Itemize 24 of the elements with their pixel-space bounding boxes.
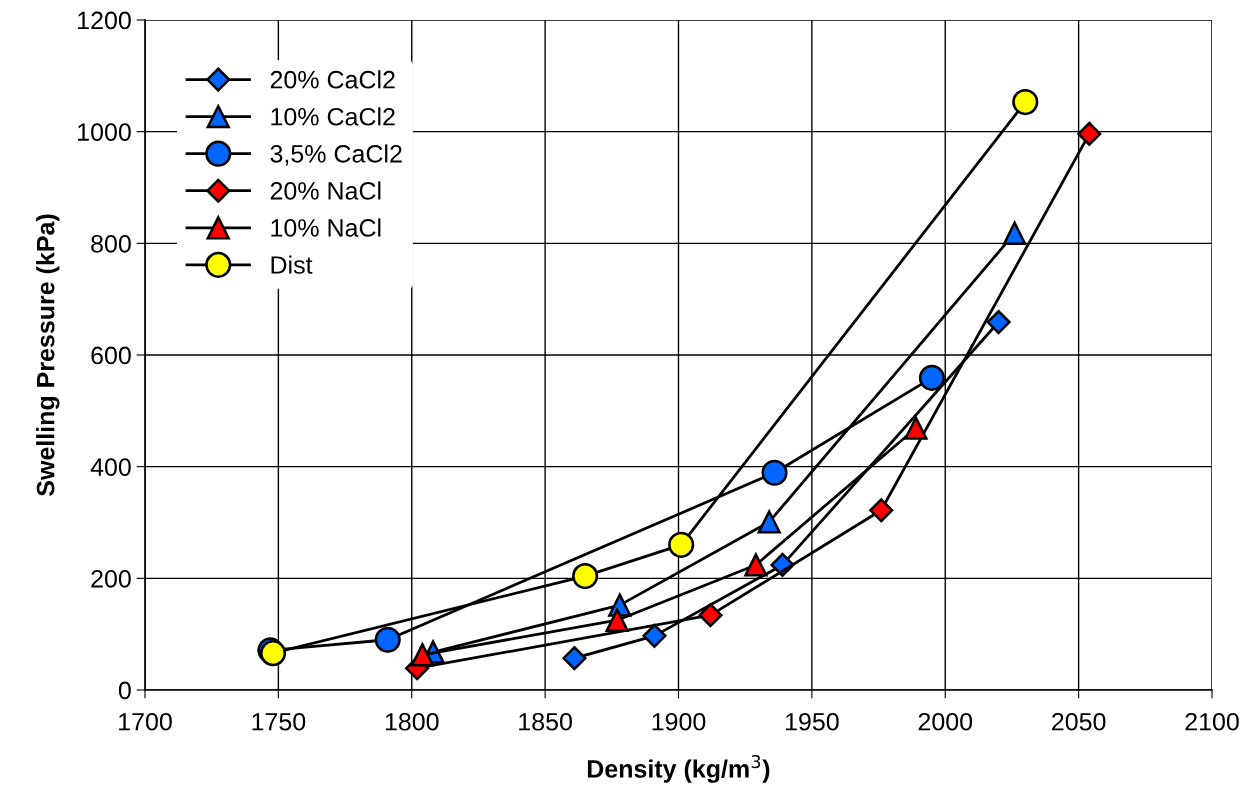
y-tick-label: 600	[91, 346, 131, 365]
x-tick-label: 2100	[1185, 712, 1239, 731]
x-tick-label: 1750	[252, 712, 306, 731]
y-tick-label: 800	[91, 234, 131, 253]
legend-label: 20% NaCl	[270, 181, 381, 200]
y-tick-label: 200	[91, 569, 131, 588]
y-tick-label: 1000	[78, 123, 131, 141]
y-tick-label: 400	[90, 458, 131, 476]
x-tick-label: 2050	[1052, 712, 1106, 731]
x-axis-title: Density (kg/m$^{3}$)	[587, 754, 770, 783]
x-tick-label: 1800	[385, 712, 439, 731]
x-tick-label: 1700	[119, 712, 172, 731]
legend-label: 10% NaCl	[271, 218, 381, 237]
y-tick-label: 1200	[78, 11, 131, 30]
legend-label: 3,5% CaCl2	[270, 144, 402, 166]
x-tick-label: 1850	[519, 712, 572, 731]
y-axis-title: Swelling Pressure (kPa)	[36, 214, 60, 496]
legend-label: 10% CaCl2	[271, 107, 395, 126]
x-tick-label: 1900	[652, 712, 706, 731]
legend-label: 20% CaCl2	[270, 70, 395, 89]
x-tick-label: 2000	[918, 712, 973, 731]
x-tick-label: 1950	[785, 712, 839, 731]
legend-label: Dist	[271, 255, 313, 274]
y-tick-label: 0	[118, 681, 131, 700]
